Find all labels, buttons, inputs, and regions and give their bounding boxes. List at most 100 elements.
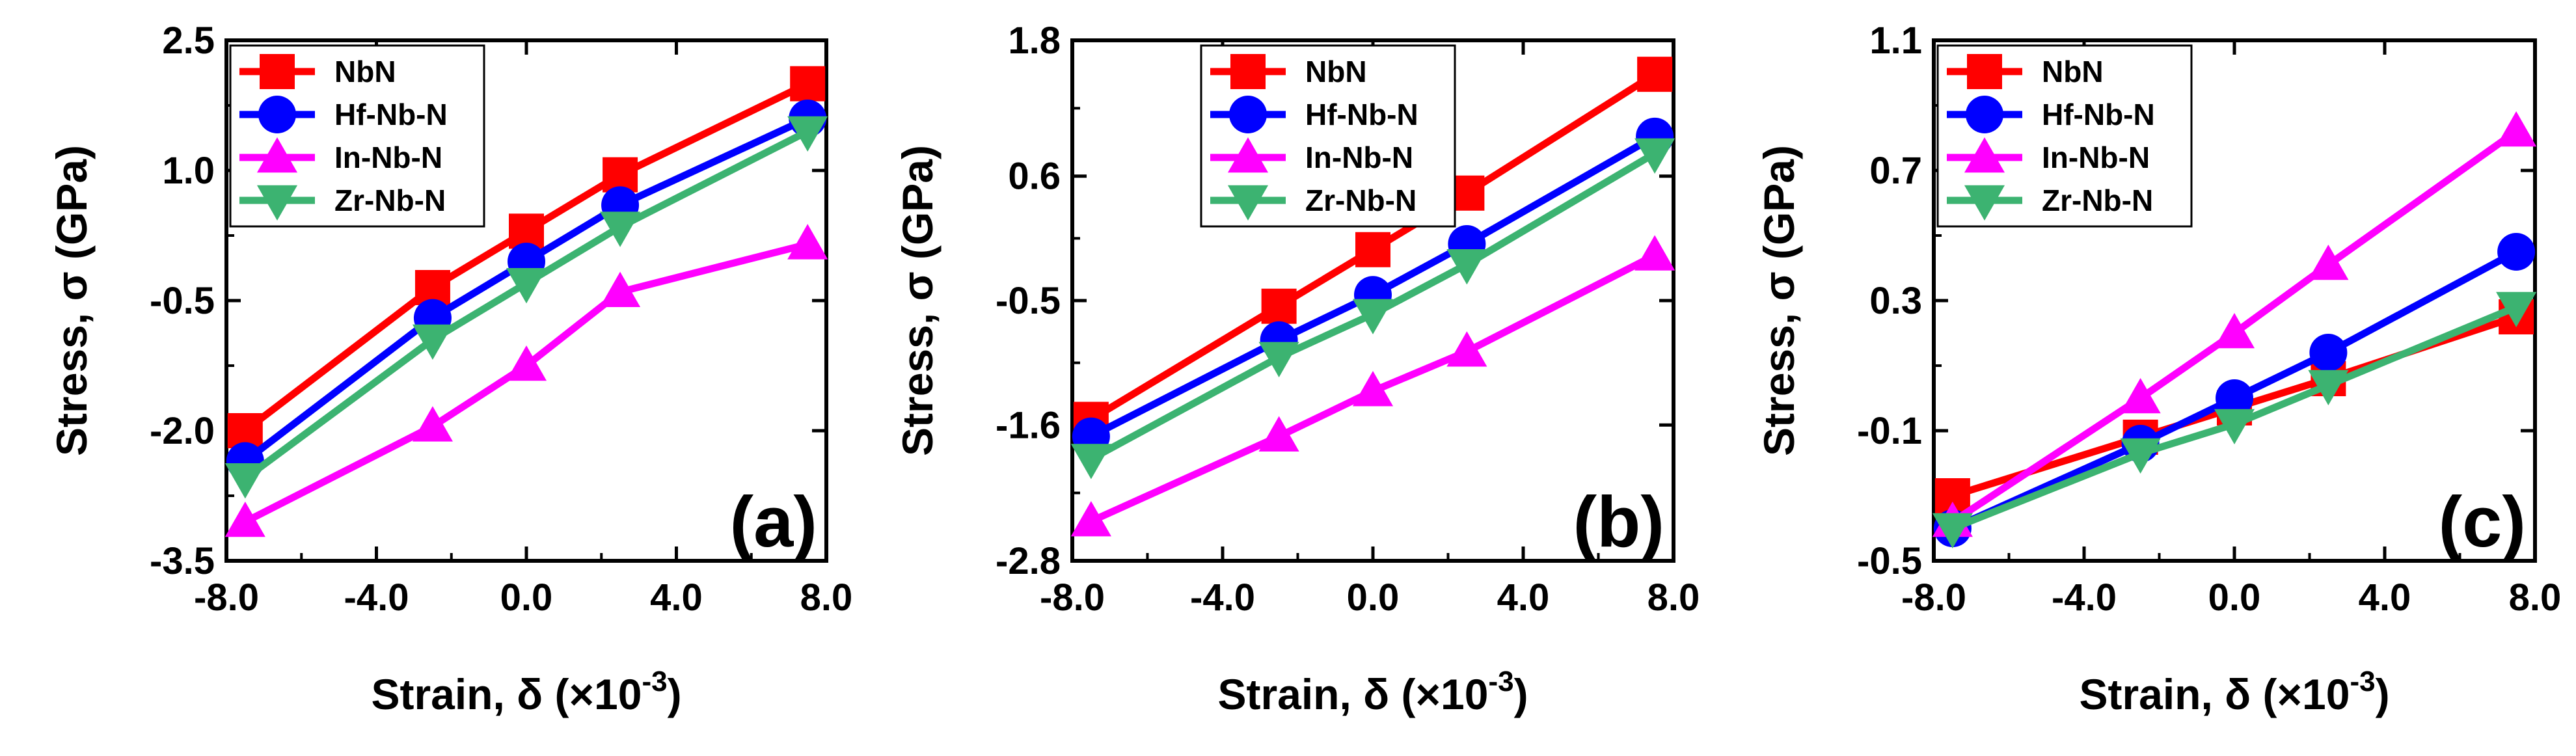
y-tick-label: 1.1 [1869, 20, 1922, 62]
legend-item: Zr-Nb-N [1947, 183, 2153, 221]
data-point [1261, 288, 1297, 324]
data-point [224, 501, 265, 537]
series-zr-nb-n [1070, 138, 1675, 479]
data-point [1258, 342, 1299, 378]
data-point [1932, 513, 1973, 549]
series-nbn [227, 66, 826, 448]
data-point [600, 271, 641, 307]
y-tick-label: 0.7 [1869, 150, 1922, 192]
legend-marker [1227, 185, 1269, 221]
data-point [2496, 111, 2537, 147]
legend-item: Hf-Nb-N [1947, 96, 2155, 133]
y-tick-label: -0.5 [1857, 540, 1922, 582]
y-tick-label: 0.3 [1869, 280, 1922, 322]
legend-item: NbN [1210, 54, 1367, 89]
legend-item: Zr-Nb-N [1210, 183, 1417, 221]
data-point [1634, 138, 1675, 174]
data-point [1637, 57, 1673, 92]
data-point [1355, 232, 1390, 267]
data-point [506, 345, 547, 381]
y-tick-label: -1.6 [996, 404, 1061, 446]
legend-marker [260, 54, 295, 89]
data-point [1070, 444, 1111, 479]
y-tick-label: -0.5 [996, 280, 1061, 322]
legend-label: NbN [1305, 55, 1367, 88]
legend-label: Hf-Nb-N [334, 98, 448, 131]
legend-marker [1230, 54, 1266, 89]
data-point [2216, 379, 2253, 417]
y-tick-label: 2.5 [162, 20, 215, 62]
y-axis-title: Stress, σ (GPa) [47, 145, 96, 456]
x-tick-label: 4.0 [1497, 576, 1550, 619]
data-point [787, 116, 828, 152]
x-axis-title: Strain, δ (×10-3) [2079, 666, 2389, 718]
data-point [412, 324, 453, 360]
legend-marker [1227, 137, 1269, 173]
data-point [2309, 334, 2348, 371]
panel-label: (b) [1573, 482, 1664, 562]
legend: NbN Hf-Nb-N In-Nb-N Zr-Nb-N [1936, 44, 2193, 228]
legend-item: Hf-Nb-N [1210, 96, 1418, 133]
panels-layer: -8.0 -4.0 0.0 4.0 8.0 -3.5 -2.0 -0.5 1.0 2.5 Strai… [47, 20, 2561, 718]
legend-item: Hf-Nb-N [239, 96, 448, 133]
legend-marker [256, 137, 298, 173]
panel-label: (a) [730, 482, 817, 562]
x-tick-label: 4.0 [2359, 576, 2411, 619]
legend-marker [256, 185, 298, 221]
x-tick-label: 4.0 [650, 576, 703, 619]
data-point [224, 463, 265, 499]
legend-marker [1229, 96, 1267, 133]
legend-item: Zr-Nb-N [239, 183, 446, 221]
legend-label: Zr-Nb-N [1305, 183, 1417, 217]
data-point [1352, 371, 1394, 407]
data-point [2120, 377, 2161, 414]
data-point [1352, 299, 1394, 334]
x-tick-label: 8.0 [800, 576, 853, 619]
series-zr-nb-n [224, 116, 828, 499]
legend-label: Hf-Nb-N [2042, 98, 2155, 131]
x-tick-label: -4.0 [1190, 576, 1255, 619]
data-point [2496, 291, 2537, 328]
y-tick-label: 1.0 [162, 150, 215, 192]
panel-label: (c) [2439, 482, 2526, 562]
legend-item: In-Nb-N [1210, 137, 1413, 174]
series-in-nb-n [1070, 235, 1675, 537]
data-point [600, 211, 641, 247]
legend-label: Zr-Nb-N [2042, 183, 2153, 217]
y-axis-title: Stress, σ (GPa) [893, 145, 942, 456]
legend-marker [1964, 185, 2005, 221]
x-tick-label: -8.0 [1040, 576, 1105, 619]
x-axis-title: Strain, δ (×10-3) [1217, 666, 1528, 718]
x-tick-label: 8.0 [1647, 576, 1700, 619]
legend-item: In-Nb-N [1947, 137, 2150, 174]
x-axis-title: Strain, δ (×10-3) [371, 666, 681, 718]
y-tick-label: -2.8 [996, 540, 1061, 582]
chart-panel-c: -8.0 -4.0 0.0 4.0 8.0 -0.5 -0.1 0.3 0.7 1.1 Strain… [1755, 20, 2561, 718]
data-point [2308, 370, 2349, 406]
x-tick-label: -4.0 [344, 576, 409, 619]
data-point [412, 406, 453, 442]
data-point [1258, 416, 1299, 452]
data-point [787, 224, 828, 260]
data-point [2120, 438, 2161, 474]
legend-label: NbN [2042, 55, 2104, 88]
y-tick-label: -0.1 [1857, 410, 1922, 452]
legend-label: In-Nb-N [1305, 141, 1413, 174]
x-tick-label: -4.0 [2052, 576, 2117, 619]
x-tick-label: -8.0 [1901, 576, 1966, 619]
chart-panel-a: -8.0 -4.0 0.0 4.0 8.0 -3.5 -2.0 -0.5 1.0 2.5 Strai… [47, 20, 852, 718]
data-point [2308, 244, 2349, 280]
legend-item: NbN [239, 54, 396, 89]
legend: NbN Hf-Nb-N In-Nb-N Zr-Nb-N [229, 44, 485, 228]
series-zr-nb-n [1932, 291, 2537, 549]
y-tick-label: -0.5 [150, 280, 215, 322]
data-point [2214, 409, 2255, 445]
x-tick-label: 0.0 [2208, 576, 2261, 619]
legend-label: In-Nb-N [334, 141, 442, 174]
y-tick-label: -3.5 [150, 540, 215, 582]
y-tick-label: 1.8 [1008, 20, 1061, 62]
data-point [2497, 233, 2536, 271]
y-tick-label: 0.6 [1008, 155, 1061, 198]
legend-label: In-Nb-N [2042, 141, 2150, 174]
